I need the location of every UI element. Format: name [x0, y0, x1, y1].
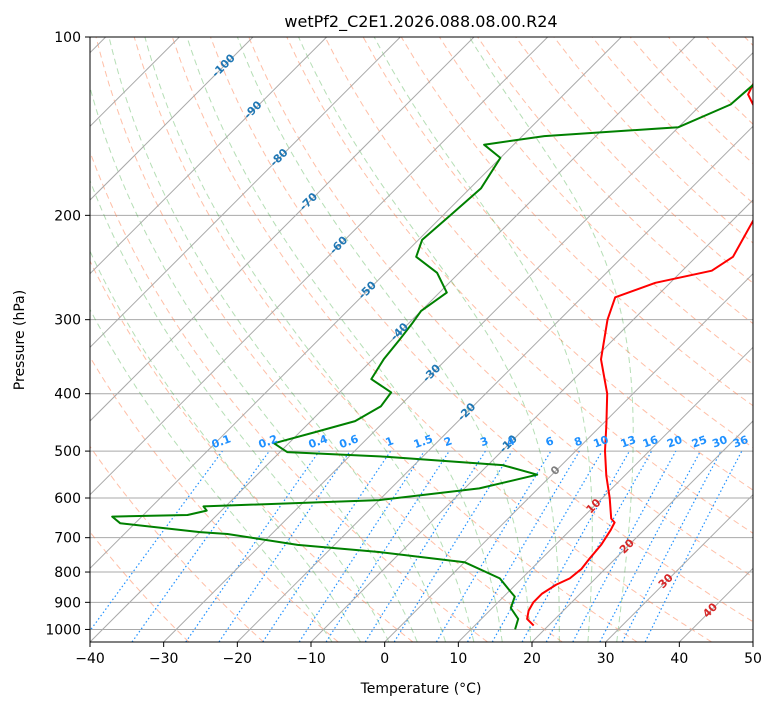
y-tick-label: 600	[54, 491, 81, 507]
moist-adiabat	[90, 85, 418, 642]
x-tick-label: −40	[75, 651, 105, 667]
mixing-ratio-label: 4	[505, 434, 517, 449]
temperature-profile-line	[526, 82, 753, 627]
y-tick-label: 200	[54, 208, 81, 224]
x-tick-label: −20	[223, 651, 253, 667]
y-tick-label: 1000	[45, 622, 81, 638]
moist-adiabat	[90, 179, 390, 642]
mixing-ratio-line	[644, 450, 743, 642]
isotherm-line	[605, 493, 753, 642]
mixing-ratio-label: 16	[641, 433, 660, 451]
isotherm-line	[90, 37, 328, 275]
y-tick-label: 400	[54, 387, 81, 403]
mixing-ratio-label: 20	[665, 433, 684, 451]
x-tick-label: 30	[597, 651, 615, 667]
x-tick-label: 20	[523, 651, 541, 667]
dewpoint-profile-line	[111, 83, 753, 630]
isotherm-line	[384, 272, 753, 642]
mixing-ratio-line	[298, 450, 425, 642]
mixing-ratio-line	[218, 450, 351, 642]
dry-adiabat	[95, 37, 563, 642]
mixing-ratio-label: 10	[592, 433, 611, 451]
y-tick-label: 100	[54, 30, 81, 46]
dry-adiabat	[171, 37, 712, 642]
mixing-ratio-line	[325, 450, 450, 642]
y-tick-label: 800	[54, 565, 81, 581]
isotherm-line	[236, 125, 753, 642]
dry-adiabat	[133, 37, 638, 642]
y-axis-title: Pressure (hPa)	[12, 290, 28, 390]
mixing-ratio-label: 13	[619, 433, 638, 450]
isotherm-line	[310, 199, 753, 642]
mixing-ratio-label: 30	[710, 433, 729, 451]
grid-lines	[90, 37, 753, 630]
dry-adiabat	[515, 37, 753, 284]
mixing-ratio-label: 1	[384, 434, 396, 449]
dry-adiabat	[248, 37, 753, 578]
isotherm-line	[90, 37, 254, 201]
dry-adiabat	[90, 356, 339, 642]
moist-adiabat	[144, 37, 475, 642]
x-tick-label: −30	[149, 651, 179, 667]
moist-adiabat	[186, 37, 503, 642]
mixing-ratio-label: 0.4	[307, 432, 330, 451]
y-axis-ticks: 100 200 300 400 500 600 700 800 900 1000	[45, 30, 90, 638]
isotherm-line	[90, 37, 622, 570]
mixing-ratio-label: 25	[690, 433, 709, 450]
mixing-ratio-line	[572, 450, 677, 642]
sounding-series	[111, 82, 753, 630]
dry-adiabat	[210, 37, 753, 623]
plot-frame	[89, 36, 754, 643]
mixing-ratio-label: 1.5	[412, 432, 435, 451]
x-tick-label: 10	[449, 651, 467, 667]
mixing-ratio-line	[185, 450, 320, 642]
dry-adiabats	[90, 37, 753, 642]
y-tick-label: 300	[54, 313, 81, 329]
mixing-ratio-labels: 0.1 0.2 0.4 0.6 1 1.5 2 3 4 6 8 10 13 16 20 25 30 36	[210, 432, 750, 451]
isotherm-line	[90, 37, 696, 642]
plot-layers: -100-90-80-70-60-50-40-30-20-10010203040…	[90, 37, 753, 642]
moist-adiabat	[90, 308, 333, 642]
isotherm-line	[90, 37, 401, 349]
dry-adiabat	[286, 37, 753, 534]
dry-adiabat	[90, 445, 264, 642]
mixing-ratio-line	[393, 450, 513, 642]
isotherm-line	[531, 420, 753, 642]
dry-adiabat	[90, 259, 414, 642]
mixing-ratio-label: 3	[478, 434, 490, 449]
y-tick-label: 900	[54, 595, 81, 611]
mixing-ratio-label: 6	[544, 434, 556, 449]
mixing-ratio-label: 0.2	[257, 432, 280, 451]
isotherm-line	[90, 37, 549, 496]
x-axis-ticks: −40 −30 −20 −10 0 10 20 30 40 50	[75, 642, 762, 667]
mixing-ratio-label: 2	[442, 434, 454, 449]
moist-adiabat	[108, 37, 447, 642]
plot-area	[90, 37, 753, 642]
moist-adiabat	[373, 37, 593, 642]
y-tick-label: 500	[54, 444, 81, 460]
mixing-ratio-label: 0.1	[210, 432, 233, 451]
mixing-ratio-line	[262, 450, 392, 642]
isotherm-line	[457, 346, 753, 642]
isotherm-line	[163, 51, 753, 642]
x-tick-label: 50	[744, 651, 762, 667]
mixing-ratio-line	[545, 450, 653, 642]
x-tick-label: 40	[670, 651, 688, 667]
x-axis-title: Temperature (°C)	[360, 681, 482, 697]
mixing-ratio-line	[90, 450, 223, 632]
mixing-ratio-label: 0.6	[338, 432, 361, 451]
skewed-isotherms	[90, 37, 753, 642]
mixing-ratio-line	[131, 450, 270, 642]
y-tick-label: 700	[54, 531, 81, 547]
chart-title: wetPf2_C2E1.2026.088.08.00.R24	[284, 12, 557, 32]
x-tick-label: 0	[380, 651, 389, 667]
mixing-ratio-line	[521, 450, 631, 642]
mixing-ratio-label: 36	[731, 433, 750, 451]
isotherm-line	[90, 37, 475, 422]
x-tick-label: −10	[296, 651, 326, 667]
mixing-ratio-label: 8	[572, 434, 584, 449]
mixing-ratio-lines	[90, 450, 743, 642]
dry-adiabat	[324, 37, 753, 491]
